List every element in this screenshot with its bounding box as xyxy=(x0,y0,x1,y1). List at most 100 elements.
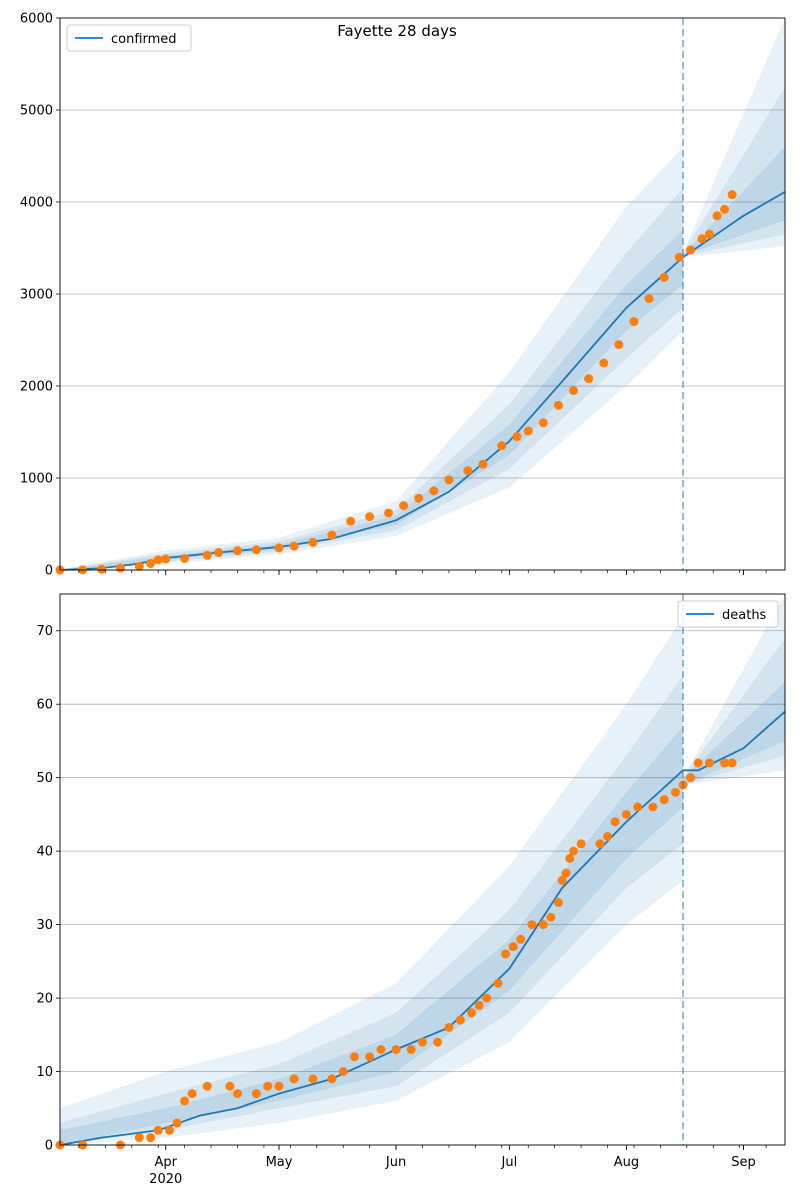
figure-title: Fayette 28 days xyxy=(337,22,457,40)
observed-point xyxy=(327,1074,337,1084)
x-tick-label: Apr xyxy=(154,1155,177,1170)
y-tick-label: 70 xyxy=(36,624,53,639)
observed-point xyxy=(180,1096,190,1106)
uncertainty-band-forecast-outer xyxy=(683,594,785,786)
observed-point xyxy=(274,1081,284,1091)
observed-point xyxy=(433,1037,443,1047)
deaths-chart-panel: 0 10 20 30 40 50 60 70 Apr 2020 May Jun Jul Aug Sep dea… xyxy=(36,593,786,1187)
observed-point xyxy=(289,1074,299,1084)
y-tick-label: 0 xyxy=(45,1139,53,1154)
uncertainty-band-inner xyxy=(60,229,684,570)
observed-point xyxy=(365,1052,375,1062)
x-tick-label: Aug xyxy=(614,1155,639,1170)
observed-point xyxy=(418,1037,427,1047)
observed-point xyxy=(599,358,609,368)
uncertainty-band-forecast-middle xyxy=(683,87,785,257)
observed-point xyxy=(527,920,537,930)
observed-point xyxy=(161,554,171,564)
observed-point xyxy=(202,550,212,560)
uncertainty-band-forecast-middle xyxy=(683,638,785,786)
observed-point xyxy=(614,340,624,350)
observed-point xyxy=(603,831,613,841)
y-tick-label: 0 xyxy=(45,564,53,579)
observed-point xyxy=(693,758,703,768)
legend: confirmed xyxy=(66,24,192,52)
y-tick-label: 40 xyxy=(36,845,53,860)
observed-point xyxy=(399,501,409,511)
observed-point xyxy=(478,459,488,469)
observed-point xyxy=(553,898,563,908)
observed-point xyxy=(546,912,556,922)
x-tick-label: Jun xyxy=(385,1155,406,1170)
observed-point xyxy=(704,229,714,239)
observed-point xyxy=(569,386,579,396)
observed-point xyxy=(610,817,620,827)
y-tick-label: 5000 xyxy=(20,104,53,119)
observed-point xyxy=(444,475,454,485)
observed-point xyxy=(146,559,156,569)
observed-point xyxy=(720,204,730,214)
y-tick-label: 20 xyxy=(36,992,53,1007)
observed-point xyxy=(648,802,658,812)
legend: deaths xyxy=(677,600,779,628)
observed-point xyxy=(429,486,439,496)
observed-point xyxy=(455,1015,465,1025)
observed-point xyxy=(712,211,722,221)
observed-point xyxy=(232,1089,242,1099)
observed-point xyxy=(467,1008,477,1018)
observed-point xyxy=(115,563,125,573)
observed-point xyxy=(644,294,654,304)
observed-point xyxy=(584,374,594,384)
observed-point xyxy=(350,1052,360,1062)
observed-point xyxy=(561,868,571,878)
y-tick-label: 50 xyxy=(36,771,53,786)
observed-point xyxy=(384,508,394,518)
y-tick-label: 2000 xyxy=(20,380,53,395)
observed-point xyxy=(180,554,190,563)
observed-point xyxy=(327,530,337,540)
observed-point xyxy=(172,1118,182,1128)
observed-point xyxy=(414,493,424,503)
y-tick-label: 4000 xyxy=(20,196,53,211)
y-tick-label: 30 xyxy=(36,918,53,933)
x-tick-label: Sep xyxy=(731,1155,756,1170)
observed-point xyxy=(251,1089,261,1099)
y-tick-label: 60 xyxy=(36,698,53,713)
uncertainty-band-middle xyxy=(60,674,684,1145)
observed-point xyxy=(674,252,684,262)
observed-point xyxy=(633,802,643,812)
observed-point xyxy=(557,876,567,886)
observed-point xyxy=(595,839,605,849)
observed-point xyxy=(444,1022,454,1032)
observed-point xyxy=(153,555,163,565)
observed-point xyxy=(289,541,299,551)
observed-point xyxy=(704,758,714,768)
observed-point xyxy=(727,758,737,768)
observed-point xyxy=(225,1081,235,1091)
observed-point xyxy=(376,1044,386,1054)
observed-point xyxy=(493,978,503,988)
observed-point xyxy=(576,839,586,849)
observed-point xyxy=(474,1000,484,1010)
confirmed-chart-panel: 0 1000 2000 3000 4000 5000 6000 confirmed xyxy=(20,12,786,579)
observed-point xyxy=(463,466,473,476)
observed-point xyxy=(727,190,737,200)
observed-point xyxy=(497,441,507,451)
observed-point xyxy=(538,920,548,930)
observed-point xyxy=(720,758,730,768)
observed-point xyxy=(569,846,579,856)
observed-point xyxy=(153,1125,163,1135)
y-tick-label: 1000 xyxy=(20,472,53,487)
uncertainty-band-forecast-inner xyxy=(683,146,785,256)
observed-point xyxy=(365,512,375,522)
observed-point xyxy=(512,432,522,442)
observed-point xyxy=(146,1133,156,1143)
observed-point xyxy=(214,548,224,558)
legend-box xyxy=(66,24,192,52)
observed-point xyxy=(670,787,680,797)
observed-point xyxy=(251,545,261,555)
observed-point xyxy=(697,234,707,244)
observed-point xyxy=(97,564,107,574)
observed-point xyxy=(538,418,548,428)
